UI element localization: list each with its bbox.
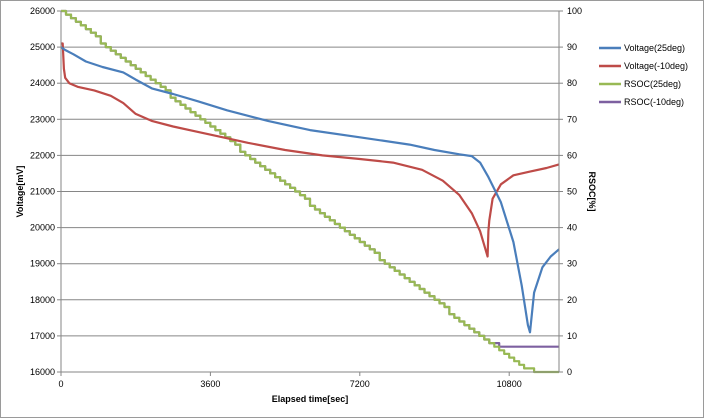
gridlines — [57, 10, 563, 376]
y2-tick-label: 50 — [567, 187, 577, 197]
x-tick-label: 10800 — [497, 379, 522, 389]
y-tick-label: 25000 — [30, 42, 55, 52]
y2-axis-title: RSOC[%] — [587, 172, 597, 212]
y-tick-label: 26000 — [30, 6, 55, 16]
legend-label: RSOC(-10deg) — [624, 97, 684, 107]
x-axis-title: Elapsed time[sec] — [272, 394, 349, 404]
y-tick-label: 22000 — [30, 150, 55, 160]
y2-tick-label: 90 — [567, 42, 577, 52]
x-tick-label: 7200 — [350, 379, 370, 389]
y2-tick-label: 60 — [567, 150, 577, 160]
y2-tick-label: 10 — [567, 331, 577, 341]
y2-tick-label: 40 — [567, 223, 577, 233]
y-tick-label: 21000 — [30, 187, 55, 197]
series-line-1 — [61, 42, 560, 258]
legend-label: Voltage(-10deg) — [624, 61, 688, 71]
series-line-2 — [61, 9, 559, 374]
y-axis-title: Voltage[mV] — [15, 166, 25, 218]
y-tick-label: 23000 — [30, 114, 55, 124]
y-tick-label: 18000 — [30, 295, 55, 305]
axes — [60, 11, 560, 373]
y2-tick-label: 80 — [567, 78, 577, 88]
y-tick-label: 17000 — [30, 331, 55, 341]
x-tick-label: 3600 — [200, 379, 220, 389]
y2-tick-label: 100 — [567, 6, 582, 16]
series-lines — [60, 9, 560, 374]
y2-tick-label: 20 — [567, 295, 577, 305]
legend-label: RSOC(25deg) — [624, 79, 681, 89]
x-tick-label: 0 — [58, 379, 63, 389]
series-line-3 — [61, 9, 559, 348]
legend: Voltage(25deg) Voltage(-10deg) RSOC(25deg)… — [599, 43, 688, 107]
series-line-0 — [60, 46, 560, 334]
y2-tick-label: 70 — [567, 114, 577, 124]
tick-labels: 16000 17000 18000 19000 20000 21000 22000 23000… — [30, 6, 582, 389]
y-tick-label: 20000 — [30, 223, 55, 233]
y-tick-label: 24000 — [30, 78, 55, 88]
y-tick-label: 16000 — [30, 367, 55, 377]
y2-tick-label: 0 — [567, 367, 572, 377]
y-tick-label: 19000 — [30, 259, 55, 269]
y2-tick-label: 30 — [567, 259, 577, 269]
legend-label: Voltage(25deg) — [624, 43, 685, 53]
